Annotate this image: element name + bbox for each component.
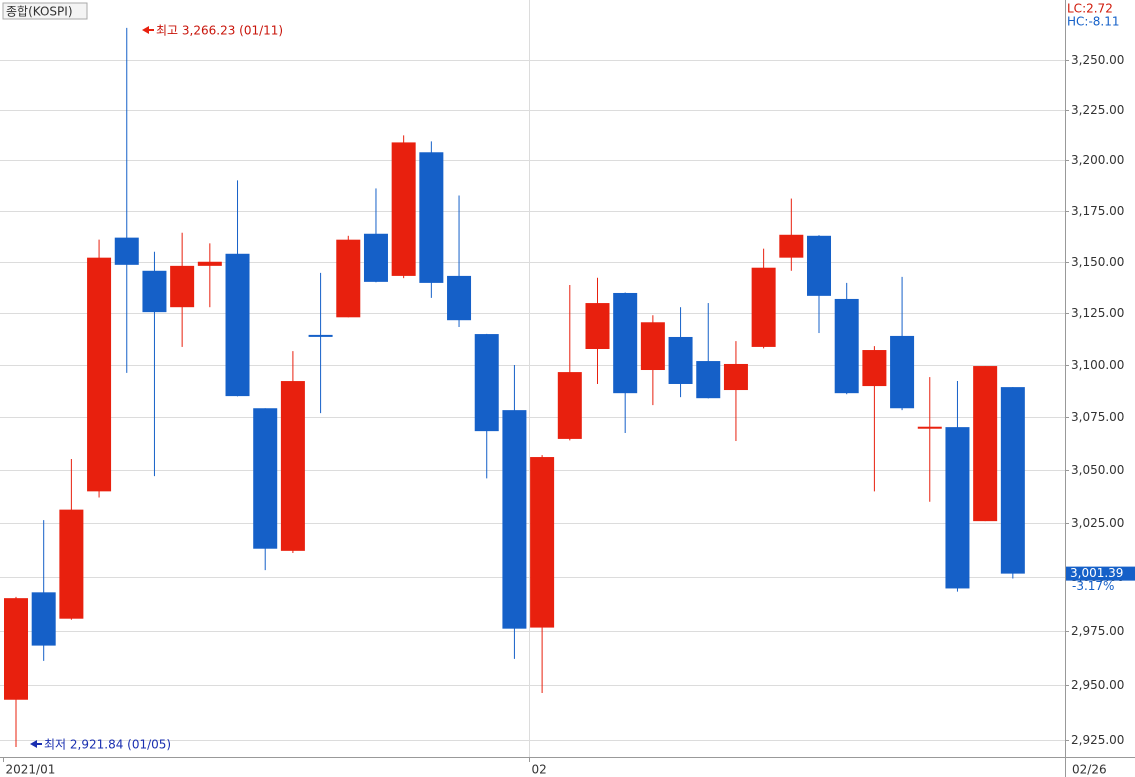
candle-body [1000,387,1025,574]
candle-body [502,410,527,629]
candle-body [474,334,499,432]
low-annotation: 최저 2,921.84 (01/05) [44,738,171,752]
chart-title: 종합(KOSPI) [6,5,73,19]
candle-body [4,598,28,700]
last-date: 02/26 [1072,763,1107,777]
y-tick-label: 3,150.00 [1071,255,1124,269]
y-tick-label: 3,175.00 [1071,204,1124,218]
candle-body [585,303,610,350]
last-price-label: 3,001.39 [1070,566,1123,580]
lc-label: LC:2.72 [1067,2,1113,16]
candle-body [917,426,942,429]
candle-body [391,142,416,276]
high-arrow [142,26,154,34]
candle-body [114,237,139,265]
y-tick-label: 3,025.00 [1071,516,1124,530]
y-tick-label: 3,225.00 [1071,103,1124,117]
candle-body [363,233,388,282]
candle-body [723,363,748,391]
candle-body [696,361,721,399]
candle-body [419,152,444,283]
candle-body [613,292,638,394]
candle-body [447,275,472,321]
y-tick-label: 2,925.00 [1071,733,1124,747]
candle-body [253,408,278,549]
candle-body [31,592,56,646]
y-tick-label: 3,250.00 [1071,53,1124,67]
last-price-box [1066,566,1135,581]
hc-label: HC:-8.11 [1067,15,1120,29]
candle-body [225,253,250,397]
candle-body [87,257,112,492]
candle-body [640,322,665,371]
y-tick-label: 2,975.00 [1071,624,1124,638]
candle-body [779,234,804,258]
candle-body [668,336,693,384]
x-tick-label: 2021/01 [6,763,56,777]
last-change-label: -3.17% [1072,579,1114,593]
candle-body [890,335,915,409]
candle-body [862,350,887,387]
title-box [2,2,88,20]
candles [4,27,1025,747]
y-tick-label: 3,125.00 [1071,306,1124,320]
candle-body [530,457,555,628]
grid [0,0,1065,757]
y-tick-label: 3,075.00 [1071,410,1124,424]
candle-body [973,366,998,522]
y-axis: 2,925.002,950.002,975.003,000.003,025.00… [3,53,1135,777]
candle-body [197,261,222,266]
y-tick-label: 2,950.00 [1071,678,1124,692]
y-tick-label: 3,050.00 [1071,463,1124,477]
candle-body [807,235,832,296]
candle-body [336,239,361,318]
y-tick-label: 3,200.00 [1071,153,1124,167]
low-arrow [30,740,42,748]
candle-body [751,267,776,347]
candle-body [308,334,333,337]
candle-body [142,270,167,313]
x-tick-label: 02 [532,763,547,777]
candle-body [59,509,84,619]
candle-body [280,381,305,551]
candle-body [557,372,582,439]
candle-body [834,298,859,394]
y-tick-label: 3,100.00 [1071,358,1124,372]
candle-body [170,265,195,308]
candle-body [945,427,970,589]
high-annotation: 최고 3,266.23 (01/11) [156,24,283,38]
